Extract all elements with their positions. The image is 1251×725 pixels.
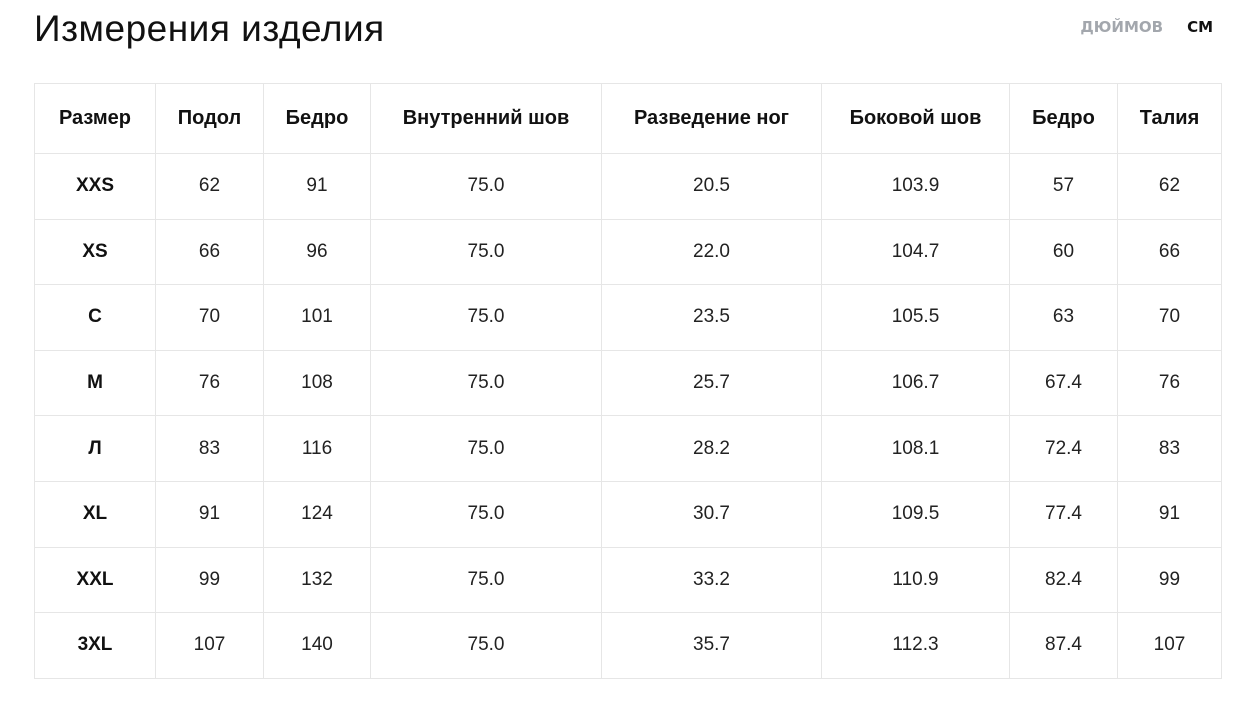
measure-cell: 60 bbox=[1009, 218, 1118, 286]
measure-cell: 83 bbox=[1117, 415, 1222, 482]
unit-inches[interactable]: ДЮЙМОВ bbox=[1080, 18, 1164, 36]
size-cell: XXS bbox=[34, 153, 156, 220]
column-header: Размер bbox=[34, 83, 156, 154]
measure-cell: 77.4 bbox=[1009, 480, 1118, 548]
column-header: Бедро bbox=[1009, 83, 1118, 154]
measure-cell: 62 bbox=[155, 153, 264, 220]
size-cell: XXL bbox=[34, 546, 156, 614]
measure-cell: 140 bbox=[263, 612, 371, 679]
table-row: XXS 62 91 75.0 20.5 103.9 57 62 bbox=[34, 153, 1222, 220]
column-header: Подол bbox=[155, 83, 264, 154]
measure-cell: 28.2 bbox=[601, 415, 822, 482]
measure-cell: 76 bbox=[1117, 349, 1222, 417]
measure-cell: 75.0 bbox=[370, 415, 602, 482]
measure-cell: 104.7 bbox=[821, 218, 1010, 286]
measure-cell: 99 bbox=[1117, 546, 1222, 614]
measure-cell: 106.7 bbox=[821, 349, 1010, 417]
measure-cell: 110.9 bbox=[821, 546, 1010, 614]
table-body: XXS 62 91 75.0 20.5 103.9 57 62 XS 66 96 75.0 22.0 10… bbox=[34, 153, 1222, 679]
size-cell: 3XL bbox=[34, 612, 156, 679]
measure-cell: 66 bbox=[155, 218, 264, 286]
size-cell: XS bbox=[34, 218, 156, 286]
measure-cell: 107 bbox=[1117, 612, 1222, 679]
measure-cell: 76 bbox=[155, 349, 264, 417]
measure-cell: 91 bbox=[263, 153, 371, 220]
column-header: Талия bbox=[1117, 83, 1222, 154]
size-cell: XL bbox=[34, 480, 156, 548]
page-title: Измерения изделия bbox=[34, 8, 385, 49]
table-row: М 76 108 75.0 25.7 106.7 67.4 76 bbox=[34, 349, 1222, 417]
header-row: Размер Подол Бедро Внутренний шов Разведение… bbox=[34, 83, 1222, 154]
measure-cell: 62 bbox=[1117, 153, 1222, 220]
column-header: Бедро bbox=[263, 83, 371, 154]
size-table: Размер Подол Бедро Внутренний шов Разведение… bbox=[34, 83, 1222, 679]
measure-cell: 25.7 bbox=[601, 349, 822, 417]
table-row: XL 91 124 75.0 30.7 109.5 77.4 91 bbox=[34, 480, 1222, 548]
column-header: Внутренний шов bbox=[370, 83, 602, 154]
measure-cell: 75.0 bbox=[370, 153, 602, 220]
table-row: Л 83 116 75.0 28.2 108.1 72.4 83 bbox=[34, 415, 1222, 482]
table-row: 3XL 107 140 75.0 35.7 112.3 87.4 107 bbox=[34, 612, 1222, 679]
measure-cell: 75.0 bbox=[370, 218, 602, 286]
measure-cell: 91 bbox=[1117, 480, 1222, 548]
measure-cell: 116 bbox=[263, 415, 371, 482]
measure-cell: 35.7 bbox=[601, 612, 822, 679]
table-row: XXL 99 132 75.0 33.2 110.9 82.4 99 bbox=[34, 546, 1222, 614]
measure-cell: 75.0 bbox=[370, 546, 602, 614]
measure-cell: 108 bbox=[263, 349, 371, 417]
measure-cell: 72.4 bbox=[1009, 415, 1118, 482]
measure-cell: 30.7 bbox=[601, 480, 822, 548]
measure-cell: 101 bbox=[263, 284, 371, 351]
measure-cell: 23.5 bbox=[601, 284, 822, 351]
measure-cell: 33.2 bbox=[601, 546, 822, 614]
measure-cell: 107 bbox=[155, 612, 264, 679]
measure-cell: 70 bbox=[1117, 284, 1222, 351]
measure-cell: 105.5 bbox=[821, 284, 1010, 351]
measure-cell: 91 bbox=[155, 480, 264, 548]
measure-cell: 75.0 bbox=[370, 480, 602, 548]
measure-cell: 132 bbox=[263, 546, 371, 614]
size-cell: Л bbox=[34, 415, 156, 482]
measure-cell: 57 bbox=[1009, 153, 1118, 220]
measure-cell: 99 bbox=[155, 546, 264, 614]
measure-cell: 96 bbox=[263, 218, 371, 286]
measure-cell: 75.0 bbox=[370, 349, 602, 417]
measure-cell: 103.9 bbox=[821, 153, 1010, 220]
measure-cell: 75.0 bbox=[370, 284, 602, 351]
measure-cell: 112.3 bbox=[821, 612, 1010, 679]
measure-cell: 109.5 bbox=[821, 480, 1010, 548]
measure-cell: 67.4 bbox=[1009, 349, 1118, 417]
table-row: XS 66 96 75.0 22.0 104.7 60 66 bbox=[34, 218, 1222, 286]
measure-cell: 75.0 bbox=[370, 612, 602, 679]
size-cell: М bbox=[34, 349, 156, 417]
column-header: Разведение ног bbox=[601, 83, 822, 154]
measure-cell: 20.5 bbox=[601, 153, 822, 220]
measure-cell: 83 bbox=[155, 415, 264, 482]
unit-switch: ДЮЙМОВ СМ bbox=[1080, 18, 1213, 36]
measure-cell: 70 bbox=[155, 284, 264, 351]
measure-cell: 82.4 bbox=[1009, 546, 1118, 614]
measure-cell: 66 bbox=[1117, 218, 1222, 286]
table-row: С 70 101 75.0 23.5 105.5 63 70 bbox=[34, 284, 1222, 351]
size-cell: С bbox=[34, 284, 156, 351]
table-head: Размер Подол Бедро Внутренний шов Разведение… bbox=[34, 83, 1222, 154]
unit-cm[interactable]: СМ bbox=[1187, 18, 1213, 36]
measure-cell: 124 bbox=[263, 480, 371, 548]
measure-cell: 87.4 bbox=[1009, 612, 1118, 679]
column-header: Боковой шов bbox=[821, 83, 1010, 154]
measure-cell: 63 bbox=[1009, 284, 1118, 351]
measure-cell: 108.1 bbox=[821, 415, 1010, 482]
measure-cell: 22.0 bbox=[601, 218, 822, 286]
